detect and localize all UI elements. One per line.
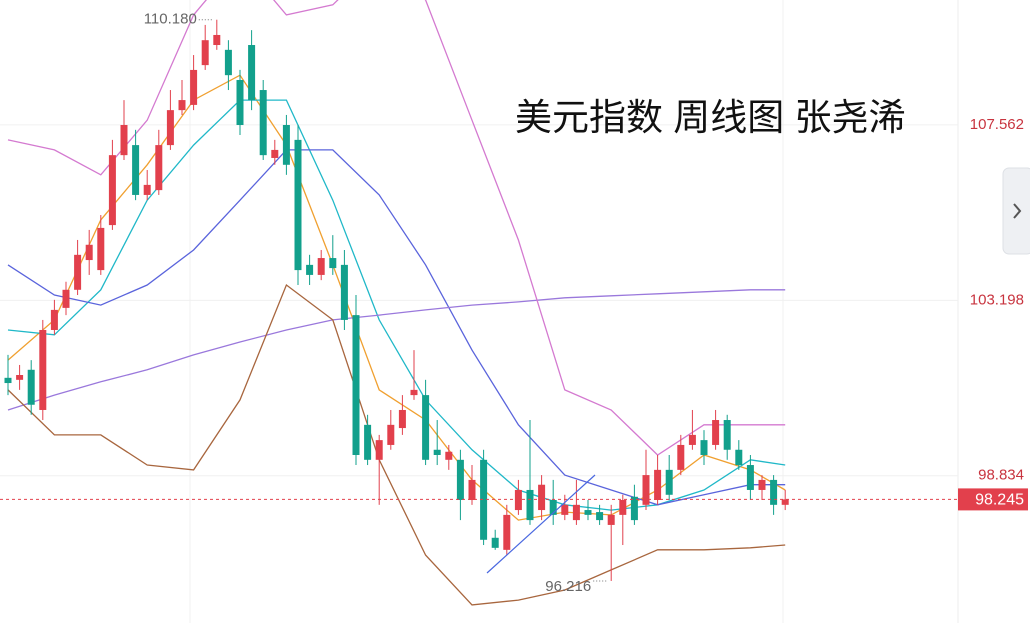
candle-body <box>16 375 24 380</box>
candle-body <box>236 79 244 126</box>
candle-body <box>433 449 441 455</box>
candle-body <box>480 459 488 540</box>
candle-body <box>456 459 464 501</box>
candle-body <box>445 451 453 460</box>
chart-title: 美元指数 周线图 张尧浠 <box>515 97 906 138</box>
y-tick-label: 98.834 <box>978 467 1024 484</box>
high-marker-label: 110.180 <box>144 11 197 28</box>
candle-body <box>201 40 209 66</box>
candle-body <box>561 504 569 515</box>
candle-body <box>74 254 82 290</box>
candle-body <box>422 395 430 460</box>
candle-body <box>166 110 174 146</box>
y-tick-label: 103.198 <box>970 291 1024 308</box>
candle-body <box>712 420 720 445</box>
candle-body <box>27 369 35 405</box>
candle-body <box>108 155 116 226</box>
candle-body <box>190 69 198 105</box>
chevron-icon[interactable] <box>1013 203 1022 219</box>
candle-body <box>364 424 372 460</box>
candle-body <box>271 149 279 158</box>
candle-body <box>723 420 731 450</box>
candle-body <box>97 227 105 271</box>
candle-body <box>677 444 685 470</box>
y-tick-label: 107.562 <box>970 116 1024 133</box>
last-price-badge <box>958 488 1028 511</box>
candle-body <box>259 90 267 156</box>
candle-body <box>178 100 186 111</box>
indicator-line <box>7 283 786 606</box>
candle-body <box>352 315 360 455</box>
indicator-line <box>7 99 786 511</box>
candle-body <box>572 504 580 521</box>
trend-line <box>486 474 596 574</box>
candle-body <box>294 139 302 271</box>
candle-body <box>596 512 604 521</box>
indicator-line <box>7 149 786 506</box>
candle-body <box>770 479 778 505</box>
candle-body <box>654 469 662 501</box>
candle-body <box>248 45 256 101</box>
candle-body <box>642 475 650 505</box>
candle-body <box>306 264 314 275</box>
candle-body <box>538 484 546 511</box>
indicator-line <box>7 0 786 456</box>
candle-body <box>758 479 766 490</box>
candle-body <box>375 440 383 460</box>
candle-body <box>526 489 534 521</box>
candle-body <box>132 145 140 195</box>
candle-body <box>746 465 754 490</box>
candle-body <box>317 258 325 275</box>
candle-body <box>213 34 221 46</box>
candle-body <box>340 264 348 320</box>
candle-body <box>468 479 476 501</box>
candle-body <box>4 377 12 384</box>
candle-body <box>224 49 232 76</box>
candle-body <box>282 125 290 165</box>
candle-body <box>607 514 615 525</box>
candle-body <box>155 145 163 191</box>
candle-body <box>329 258 337 269</box>
candle-body <box>39 329 47 410</box>
candle-body <box>62 289 70 308</box>
candle-body <box>120 125 128 156</box>
indicator-line <box>7 289 786 411</box>
candle-body <box>398 409 406 429</box>
candle-body <box>387 424 395 445</box>
candle-body <box>503 514 511 550</box>
collapse-button[interactable] <box>1002 167 1030 255</box>
candle-body <box>781 499 789 505</box>
candle-body <box>584 510 592 515</box>
candle-body <box>665 469 673 495</box>
candle-body <box>700 440 708 455</box>
candle-body <box>735 449 743 466</box>
candle-body <box>549 500 557 515</box>
last-price-label: 98.245 <box>975 492 1024 509</box>
candle-body <box>85 244 93 261</box>
candle-body <box>491 537 499 548</box>
candle-body <box>143 184 151 195</box>
collapse-button-bg[interactable] <box>1002 167 1030 255</box>
candle-body <box>410 389 418 396</box>
candle-body <box>630 496 638 521</box>
candle-body <box>50 309 58 330</box>
candle-body <box>688 434 696 445</box>
low-marker-label: 96.216 <box>545 578 591 595</box>
candle-body <box>619 500 627 515</box>
candle-body <box>514 489 522 511</box>
